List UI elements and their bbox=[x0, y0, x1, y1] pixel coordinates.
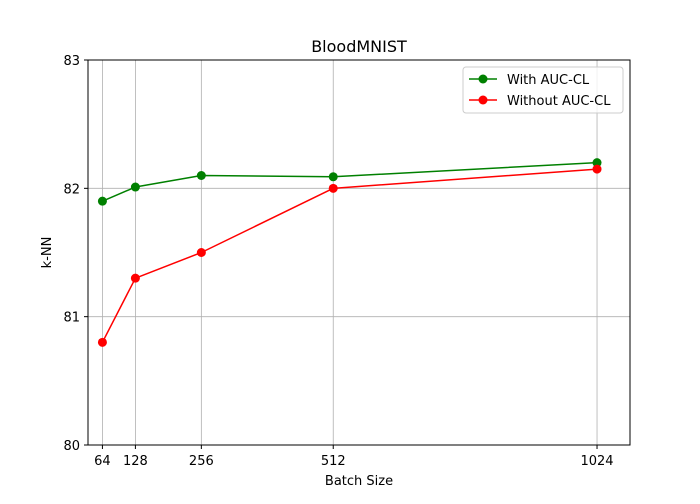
data-point-without-auc-cl bbox=[196, 248, 206, 257]
chart-title: BloodMNIST bbox=[311, 37, 407, 56]
x-tick-label: 128 bbox=[123, 454, 148, 469]
legend-frame bbox=[462, 66, 624, 114]
x-tick-label: 1024 bbox=[580, 454, 613, 469]
x-axis-label: Batch Size bbox=[325, 474, 393, 489]
data-point-with-auc-cl bbox=[97, 196, 107, 206]
data-point-with-auc-cl bbox=[196, 171, 206, 180]
legend-label-with-auc-cl: With AUC-CL bbox=[507, 73, 590, 88]
data-point-with-auc-cl bbox=[130, 182, 140, 192]
x-tick-label: 512 bbox=[321, 454, 346, 469]
y-tick-label: 82 bbox=[63, 182, 80, 197]
legend-marker-with-auc-cl bbox=[478, 74, 488, 84]
legend-label-without-auc-cl: Without AUC-CL bbox=[507, 94, 611, 109]
legend-marker-without-auc-cl bbox=[478, 95, 488, 105]
series-layer bbox=[97, 158, 602, 347]
legend: With AUC-CL Without AUC-CL bbox=[462, 66, 624, 114]
tick-layer: 64 128 256 512 1024 80 81 82 83 bbox=[63, 54, 613, 469]
data-point-without-auc-cl bbox=[328, 183, 338, 193]
data-point-with-auc-cl bbox=[592, 158, 602, 168]
y-tick-label: 83 bbox=[63, 54, 80, 69]
data-point-without-auc-cl bbox=[130, 273, 140, 283]
x-tick-label: 256 bbox=[189, 454, 214, 469]
y-tick-label: 80 bbox=[63, 439, 80, 454]
data-point-with-auc-cl bbox=[328, 172, 338, 182]
y-tick-label: 81 bbox=[63, 311, 80, 326]
y-axis-label: k-NN bbox=[40, 237, 55, 269]
plot-frame bbox=[87, 59, 631, 446]
data-point-without-auc-cl bbox=[592, 164, 602, 174]
data-point-without-auc-cl bbox=[97, 337, 107, 347]
x-tick-label: 64 bbox=[94, 454, 111, 469]
